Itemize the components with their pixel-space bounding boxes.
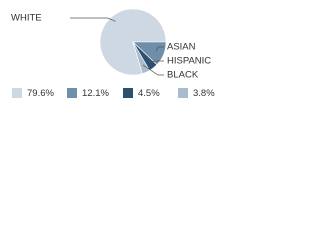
legend-swatch [123, 88, 133, 98]
legend-label: 79.6% [27, 88, 54, 99]
legend-label: 3.8% [193, 88, 215, 99]
legend-swatch [67, 88, 77, 98]
leader-line [142, 64, 164, 76]
slice-label: ASIAN [167, 42, 196, 53]
slice-label: BLACK [167, 70, 199, 81]
chart: WHITE ASIAN HISPANIC BLACK 79.6% 12.1% 4.5% 3.8… [11, 8, 215, 99]
legend-label: 12.1% [82, 88, 109, 99]
pie-slice [132, 41, 151, 75]
leader-line [70, 17, 116, 22]
slice-label: HISPANIC [167, 56, 211, 67]
leader-line [155, 46, 164, 52]
legend-swatch [12, 88, 22, 98]
leader-line [148, 60, 164, 62]
legend-swatch [178, 88, 188, 98]
slice-label: WHITE [11, 13, 42, 24]
legend-label: 4.5% [138, 88, 160, 99]
pie-slice [99, 8, 167, 76]
